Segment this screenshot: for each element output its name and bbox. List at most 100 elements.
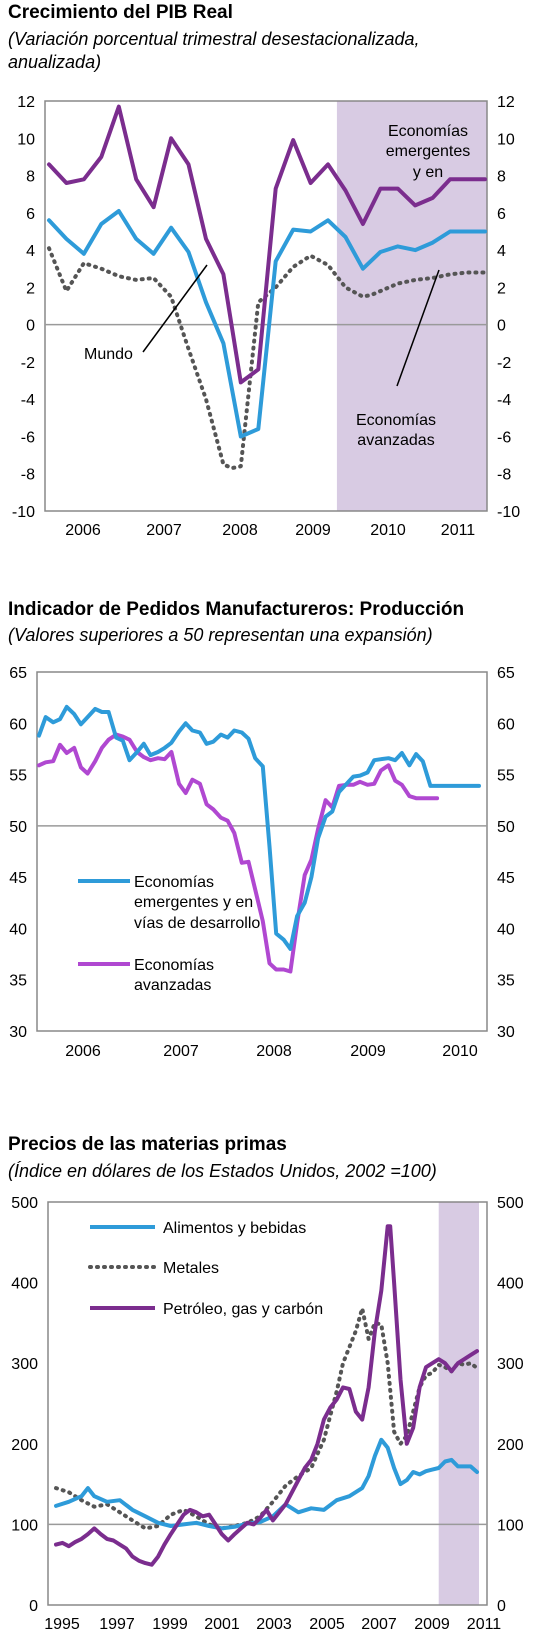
chart3-xtick-label: 2007 — [361, 1616, 397, 1633]
chart2-series-emergentes — [37, 704, 481, 951]
chart3-series-petroleo — [54, 1224, 479, 1567]
chart1-ytick-left: -6 — [21, 429, 35, 446]
chart3-ytick-right: 500 — [497, 1195, 524, 1212]
chart1-plot-frame — [44, 100, 488, 512]
chart3-ytick-left: 100 — [11, 1517, 38, 1534]
chart1-ytick-right: -4 — [497, 392, 511, 409]
chart2-xtick-label: 2010 — [442, 1043, 478, 1060]
chart2-series-avanzadas — [37, 732, 440, 974]
chart2-xtick-label: 2007 — [163, 1043, 199, 1060]
manufacturing-orders-chart: 65 65 60 60 55 55 50 50 45 45 40 40 35 35 30 30 2006 2007… — [9, 665, 515, 1060]
chart2-legend-label-emergentes: Economías — [134, 874, 214, 891]
chart3-xtick-label: 2001 — [204, 1616, 240, 1633]
chart3-legend-label-petroleo: Petróleo, gas y carbón — [163, 1301, 323, 1318]
chart2-legend-label-emergentes: vías de desarrollo — [134, 915, 260, 932]
commodity-prices-chart: 500 500 400 400 300 300 200 200 100 100 0 0 1995 1997… — [11, 1195, 524, 1633]
chart1-subtitle: (Variación porcentual trimestral desesta… — [8, 28, 420, 74]
chart3-ytick-left: 200 — [11, 1437, 38, 1454]
chart1-leader-avanzadas — [396, 269, 440, 387]
chart2-ytick-right: 40 — [497, 921, 515, 938]
chart1-label-emergentes: y en — [413, 164, 443, 181]
chart1-ytick-right: 2 — [497, 280, 506, 297]
chart1-ytick-left: 6 — [26, 206, 35, 223]
chart1-title: Crecimiento del PIB Real — [8, 2, 233, 23]
chart3-title: Precios de las materias primas — [8, 1134, 287, 1155]
chart3-ytick-left: 300 — [11, 1356, 38, 1373]
chart1-ytick-left: 0 — [26, 318, 35, 335]
chart3-xtick-label: 1995 — [44, 1616, 80, 1633]
chart3-ytick-right: 400 — [497, 1276, 524, 1293]
chart1-ytick-left: 10 — [17, 131, 35, 148]
chart3-subtitle: (Índice en dólares de los Estados Unidos… — [8, 1161, 437, 1181]
chart1-series-emergentes — [47, 104, 487, 385]
chart1-label-avanzadas: Economías — [356, 412, 436, 429]
chart1-xtick-label: 2008 — [222, 522, 258, 539]
chart1-ytick-right: -10 — [497, 504, 520, 521]
chart1-ytick-right: -8 — [497, 467, 511, 484]
chart1-xtick-label: 2007 — [146, 522, 182, 539]
chart2-legend-label-emergentes: emergentes y en — [134, 894, 253, 911]
chart2-legend-label-avanzadas: Economías — [134, 957, 214, 974]
chart1-ytick-right: -6 — [497, 429, 511, 446]
chart1-xtick-label: 2011 — [441, 522, 476, 539]
chart2-xtick-label: 2006 — [65, 1043, 101, 1060]
chart3-xtick-label: 2011 — [467, 1616, 502, 1633]
chart1-ytick-left: 12 — [17, 94, 35, 111]
chart2-ytick-right: 30 — [497, 1024, 515, 1041]
chart1-subtitle-line1: (Variación porcentual trimestral desesta… — [8, 29, 420, 49]
chart1-ytick-left: -10 — [12, 504, 35, 521]
chart1-series-mundo — [47, 209, 487, 439]
chart2-xtick-label: 2009 — [350, 1043, 386, 1060]
chart1-ytick-right: -2 — [497, 355, 511, 372]
chart3-series-alimentos — [54, 1437, 479, 1531]
chart2-ytick-left: 60 — [9, 716, 27, 733]
chart3-ytick-left: 400 — [11, 1276, 38, 1293]
chart1-ytick-left: 2 — [26, 280, 35, 297]
chart1-ytick-left: -4 — [21, 392, 35, 409]
chart3-ytick-left: 0 — [29, 1598, 38, 1615]
chart1-xtick-label: 2010 — [370, 522, 406, 539]
chart1-ytick-right: 0 — [497, 318, 506, 335]
chart1-ytick-right: 12 — [497, 94, 515, 111]
chart2-legend-label-avanzadas: avanzadas — [134, 977, 211, 994]
chart3-legend-label-metales: Metales — [163, 1260, 219, 1277]
chart1-ytick-right: 6 — [497, 206, 506, 223]
chart2-subtitle: (Valores superiores a 50 representan una… — [8, 625, 433, 645]
chart3-ytick-right: 100 — [497, 1517, 524, 1534]
chart3-xtick-label: 1997 — [99, 1616, 135, 1633]
chart3-legend-label-alimentos: Alimentos y bebidas — [163, 1220, 306, 1237]
chart2-ytick-right: 35 — [497, 973, 515, 990]
chart2-xtick-label: 2008 — [256, 1043, 292, 1060]
chart2-plot-frame — [36, 671, 488, 1032]
chart2-ytick-left: 30 — [9, 1024, 27, 1041]
chart1-ytick-right: 8 — [497, 169, 506, 186]
chart1-ytick-left: 4 — [26, 243, 35, 260]
chart1-ytick-left: 8 — [26, 169, 35, 186]
chart1-label-mundo: Mundo — [84, 346, 133, 363]
chart2-title: Indicador de Pedidos Manufactureros: Pro… — [8, 599, 465, 620]
chart3-ytick-right: 200 — [497, 1437, 524, 1454]
chart3-plot-frame — [47, 1201, 488, 1606]
chart1-label-emergentes: emergentes — [386, 143, 471, 160]
chart3-xtick-label: 2009 — [414, 1616, 450, 1633]
gdp-growth-chart: 12 12 10 10 8 8 6 6 4 4 2 2 0 0 -2 -2 -4 -4 -6 -6 -8 -8 -10 -10… — [12, 94, 520, 539]
chart2-ytick-left: 40 — [9, 921, 27, 938]
chart1-xtick-label: 2006 — [65, 522, 101, 539]
chart3-xtick-label: 1999 — [152, 1616, 188, 1633]
chart3-ytick-right: 300 — [497, 1356, 524, 1373]
chart2-ytick-left: 50 — [9, 819, 27, 836]
chart2-ytick-left: 65 — [9, 665, 27, 682]
chart1-xtick-label: 2009 — [295, 522, 331, 539]
chart3-xtick-label: 2003 — [256, 1616, 292, 1633]
chart2-ytick-right: 65 — [497, 665, 515, 682]
chart1-ytick-left: -2 — [21, 355, 35, 372]
chart1-ytick-right: 4 — [497, 243, 506, 260]
chart2-ytick-right: 50 — [497, 819, 515, 836]
chart3-xtick-label: 2005 — [309, 1616, 345, 1633]
chart2-ytick-left: 55 — [9, 768, 27, 785]
chart2-ytick-right: 60 — [497, 716, 515, 733]
chart2-ytick-left: 45 — [9, 870, 27, 887]
chart1-ytick-right: 10 — [497, 131, 515, 148]
chart2-ytick-right: 55 — [497, 768, 515, 785]
chart1-shaded-region — [336, 101, 487, 511]
